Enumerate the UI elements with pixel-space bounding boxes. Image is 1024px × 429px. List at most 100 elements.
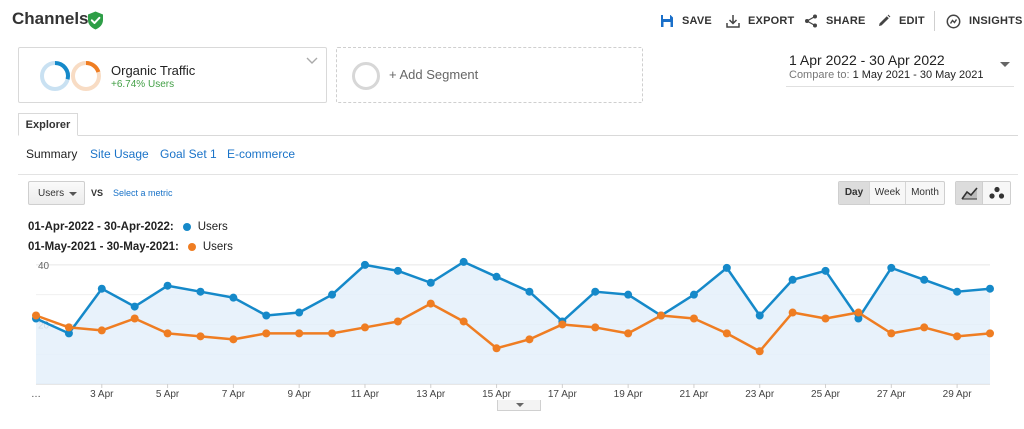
add-segment-button[interactable]: + Add Segment — [336, 47, 643, 103]
subnav-ecommerce[interactable]: E-commerce — [227, 147, 296, 161]
chevron-down-icon[interactable] — [306, 57, 318, 65]
page-title: Channels — [12, 9, 89, 28]
data-point[interactable] — [163, 281, 172, 290]
motion-chart-button[interactable] — [983, 182, 1010, 204]
data-point[interactable] — [130, 302, 139, 311]
metric-select[interactable]: Users — [28, 181, 85, 205]
data-point[interactable] — [393, 317, 402, 326]
granularity-month-button[interactable]: Month — [905, 182, 944, 204]
caret-down-icon — [516, 403, 524, 407]
data-point[interactable] — [32, 311, 40, 320]
line-chart-icon — [960, 187, 978, 200]
legend-orange-dot-icon — [187, 243, 196, 251]
data-point[interactable] — [459, 257, 468, 266]
data-point[interactable] — [920, 275, 929, 284]
date-range-picker[interactable]: 1 Apr 2022 - 30 Apr 2022 Compare to: 1 M… — [786, 49, 1014, 87]
data-point[interactable] — [97, 284, 106, 293]
legend-current: 01-Apr-2022 - 30-Apr-2022: Users — [28, 221, 228, 233]
edit-label: EDIT — [899, 15, 925, 27]
data-point[interactable] — [525, 287, 534, 296]
data-point[interactable] — [295, 329, 304, 338]
data-point[interactable] — [953, 332, 962, 341]
line-chart-button[interactable] — [956, 182, 983, 204]
data-point[interactable] — [558, 320, 567, 329]
data-point[interactable] — [262, 329, 271, 338]
data-point[interactable] — [887, 263, 896, 272]
edit-button[interactable]: EDIT — [877, 12, 925, 30]
data-point[interactable] — [163, 329, 172, 338]
insights-button[interactable]: INSIGHTS — [946, 12, 1023, 30]
legend-previous: 01-May-2021 - 30-May-2021: Users — [28, 241, 233, 253]
data-point[interactable] — [64, 323, 73, 332]
data-point[interactable] — [722, 329, 731, 338]
data-point[interactable] — [426, 299, 435, 308]
chart-points — [32, 257, 994, 356]
data-point[interactable] — [492, 344, 501, 353]
data-point[interactable] — [426, 278, 435, 287]
granularity-week-button[interactable]: Week — [869, 182, 905, 204]
compare-label: Compare to: — [789, 69, 850, 81]
data-point[interactable] — [196, 332, 205, 341]
tab-explorer[interactable]: Explorer — [18, 113, 78, 136]
data-point[interactable] — [328, 329, 337, 338]
data-point[interactable] — [755, 311, 764, 320]
data-point[interactable] — [821, 314, 830, 323]
data-point[interactable] — [229, 335, 238, 344]
x-tick-label: 3 Apr — [90, 389, 114, 400]
y-tick-label: 40 — [38, 261, 50, 272]
data-point[interactable] — [689, 314, 698, 323]
data-point[interactable] — [624, 290, 633, 299]
select-metric-link[interactable]: Select a metric — [113, 188, 173, 198]
data-point[interactable] — [591, 287, 600, 296]
data-point[interactable] — [986, 284, 994, 293]
data-point[interactable] — [229, 293, 238, 302]
data-point[interactable] — [755, 347, 764, 356]
data-point[interactable] — [328, 290, 337, 299]
data-point[interactable] — [821, 266, 830, 275]
chart-collapse-handle[interactable] — [497, 400, 541, 411]
granularity-day-button[interactable]: Day — [839, 182, 869, 204]
save-button[interactable]: SAVE — [660, 12, 712, 30]
data-point[interactable] — [393, 266, 402, 275]
data-point[interactable] — [920, 323, 929, 332]
data-point[interactable] — [97, 326, 106, 335]
data-point[interactable] — [295, 308, 304, 317]
data-point[interactable] — [788, 308, 797, 317]
tab-divider — [18, 135, 1018, 136]
data-point[interactable] — [624, 329, 633, 338]
data-point[interactable] — [887, 329, 896, 338]
data-point[interactable] — [986, 329, 994, 338]
data-point[interactable] — [130, 314, 139, 323]
data-point[interactable] — [953, 287, 962, 296]
data-point[interactable] — [591, 323, 600, 332]
section-divider — [18, 174, 1018, 175]
toolbar-divider — [934, 11, 935, 31]
series-line-0 — [35, 260, 991, 335]
data-point[interactable] — [459, 317, 468, 326]
data-point[interactable] — [492, 272, 501, 281]
subnav-summary[interactable]: Summary — [26, 147, 78, 161]
share-button[interactable]: SHARE — [804, 12, 866, 30]
data-point[interactable] — [196, 287, 205, 296]
x-tick-label: … — [31, 389, 41, 400]
subnav-site-usage[interactable]: Site Usage — [90, 147, 149, 161]
data-point[interactable] — [360, 323, 369, 332]
export-button[interactable]: EXPORT — [726, 12, 794, 30]
data-point[interactable] — [525, 335, 534, 344]
data-point[interactable] — [854, 314, 863, 323]
data-point[interactable] — [64, 329, 73, 338]
data-point[interactable] — [360, 260, 369, 269]
data-point[interactable] — [854, 308, 863, 317]
segment-organic-traffic[interactable]: Organic Traffic +6.74% Users — [18, 47, 327, 103]
data-point[interactable] — [689, 290, 698, 299]
series-line-1 — [35, 302, 991, 353]
data-point[interactable] — [722, 263, 731, 272]
chart-type-toggle — [955, 181, 1011, 205]
segment-ring-icon — [40, 60, 101, 91]
data-point[interactable] — [262, 311, 271, 320]
data-point[interactable] — [788, 275, 797, 284]
subnav-goal-set-1[interactable]: Goal Set 1 — [160, 147, 217, 161]
data-point[interactable] — [657, 311, 666, 320]
x-tick-label: 25 Apr — [811, 389, 841, 400]
